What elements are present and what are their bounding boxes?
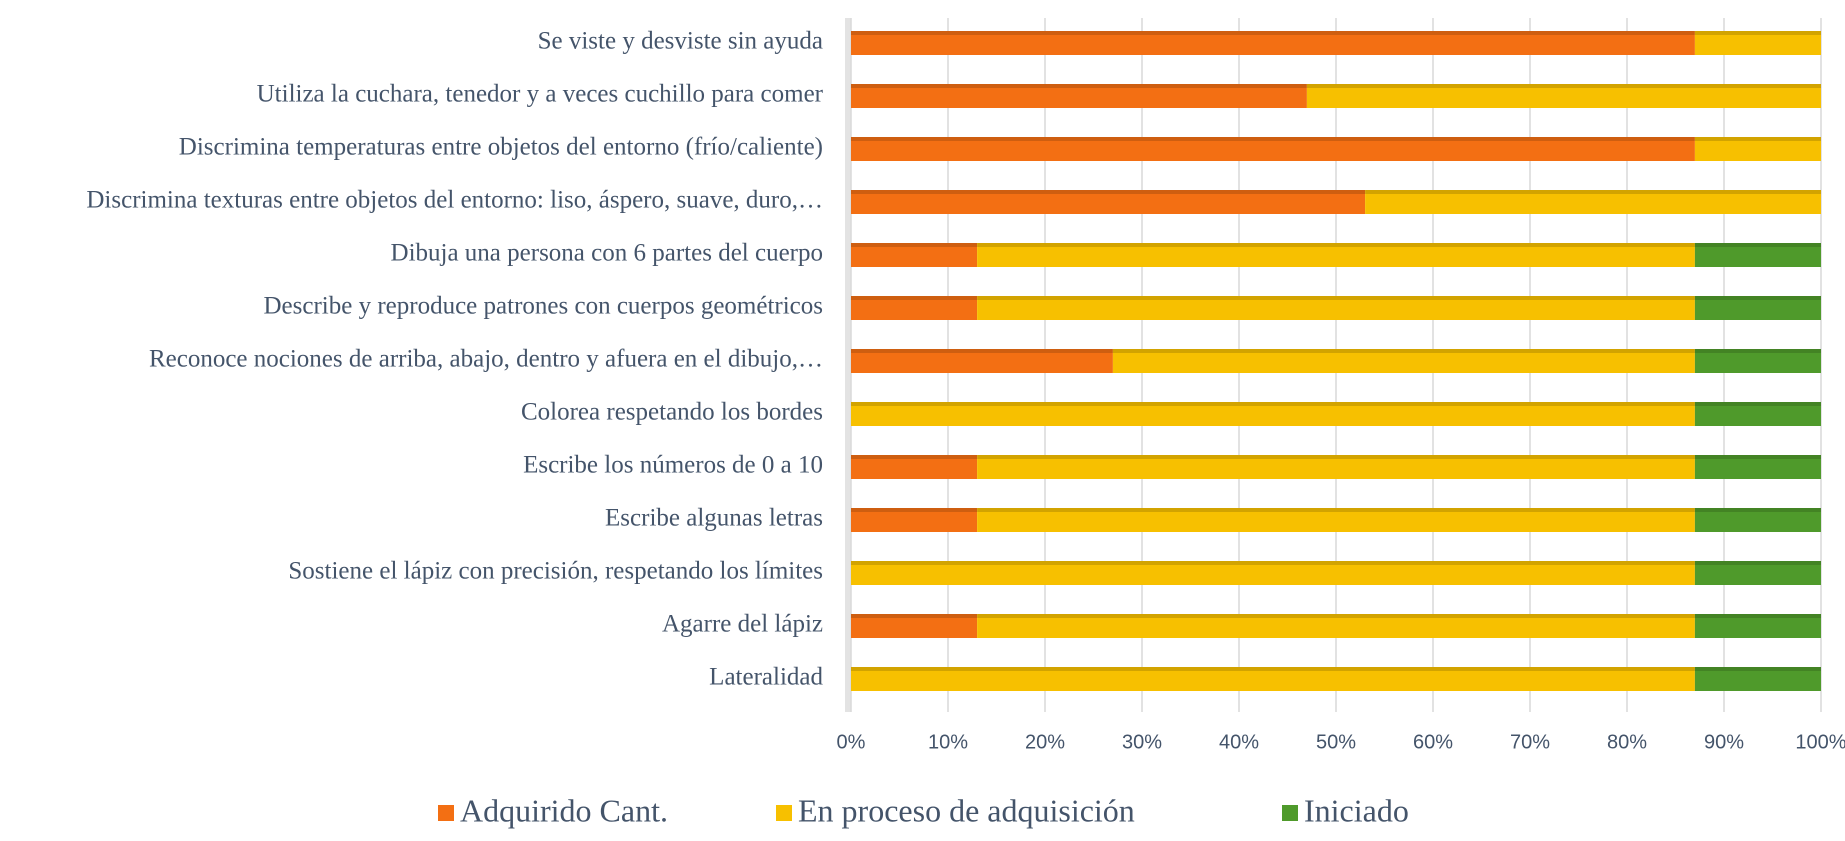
bar-top xyxy=(851,243,978,247)
bar xyxy=(1694,561,1821,585)
y-tick-label: Colorea respetando los bordes xyxy=(521,399,823,426)
x-tick-label: 10% xyxy=(928,731,968,753)
bar xyxy=(1694,667,1821,691)
y-tick-label: Reconoce nociones de arriba, abajo, dent… xyxy=(149,346,823,373)
bar xyxy=(851,243,978,267)
bar xyxy=(1694,243,1821,267)
bar xyxy=(1694,614,1821,638)
bar-top xyxy=(851,84,1307,88)
x-tick-label: 0% xyxy=(837,731,866,753)
bar xyxy=(1694,455,1821,479)
bar xyxy=(977,243,1695,267)
bar xyxy=(1694,349,1821,373)
bar-top xyxy=(1694,31,1821,35)
x-tick-label: 20% xyxy=(1025,731,1065,753)
legend-label: Iniciado xyxy=(1304,792,1409,828)
x-tick-label: 60% xyxy=(1413,731,1453,753)
y-tick-label: Describe y reproduce patrones con cuerpo… xyxy=(264,293,824,320)
legend-swatch xyxy=(776,805,792,821)
bar-top xyxy=(1694,243,1821,247)
bar-top xyxy=(977,455,1695,459)
bar-top xyxy=(1112,349,1695,353)
y-tick-label: Utiliza la cuchara, tenedor y a veces cu… xyxy=(257,81,824,108)
bar xyxy=(1365,190,1821,214)
x-tick-label: 30% xyxy=(1122,731,1162,753)
y-tick-label: Se viste y desviste sin ayuda xyxy=(538,28,823,55)
bar xyxy=(1694,296,1821,320)
bar xyxy=(977,455,1695,479)
bar-top xyxy=(851,667,1695,671)
x-tick-label: 100% xyxy=(1795,731,1845,753)
bar xyxy=(1694,137,1821,161)
y-tick-label: Escribe algunas letras xyxy=(605,505,823,532)
bar-top xyxy=(977,296,1695,300)
bar-top xyxy=(977,508,1695,512)
bar-top xyxy=(851,455,978,459)
bar xyxy=(1694,402,1821,426)
axis-wall xyxy=(845,18,851,712)
bar xyxy=(1112,349,1695,373)
bar xyxy=(851,349,1113,373)
bar-top xyxy=(1694,296,1821,300)
bar xyxy=(977,508,1695,532)
x-tick-label: 50% xyxy=(1316,731,1356,753)
y-tick-label: Escribe los números de 0 a 10 xyxy=(523,452,823,479)
legend-swatch xyxy=(1282,805,1298,821)
bar-top xyxy=(1694,508,1821,512)
bar-top xyxy=(1694,402,1821,406)
bar xyxy=(851,190,1366,214)
bar-top xyxy=(851,508,978,512)
bar-top xyxy=(1694,349,1821,353)
bar xyxy=(1694,508,1821,532)
x-tick-label: 80% xyxy=(1607,731,1647,753)
y-tick-label: Lateralidad xyxy=(709,664,823,691)
bar xyxy=(851,508,978,532)
bar-top xyxy=(851,31,1695,35)
y-tick-label: Discrimina temperaturas entre objetos de… xyxy=(179,134,823,161)
bar xyxy=(977,614,1695,638)
bar-top xyxy=(851,349,1113,353)
bar-top xyxy=(851,561,1695,565)
bar-top xyxy=(977,243,1695,247)
bar-top xyxy=(851,190,1366,194)
bar-top xyxy=(851,137,1695,141)
legend-label: Adquirido Cant. xyxy=(460,792,668,828)
bar xyxy=(977,296,1695,320)
bar-top xyxy=(851,402,1695,406)
bar-top xyxy=(1694,137,1821,141)
bar xyxy=(851,84,1307,108)
bar xyxy=(851,455,978,479)
bar xyxy=(851,561,1695,585)
bar-top xyxy=(851,614,978,618)
y-tick-label: Sostiene el lápiz con precisión, respeta… xyxy=(288,558,823,585)
bar xyxy=(851,667,1695,691)
bar-top xyxy=(977,614,1695,618)
legend-label: En proceso de adquisición xyxy=(798,792,1135,828)
x-tick-label: 90% xyxy=(1704,731,1744,753)
bar xyxy=(1694,31,1821,55)
x-tick-label: 40% xyxy=(1219,731,1259,753)
bar xyxy=(1306,84,1821,108)
bar xyxy=(851,402,1695,426)
bar xyxy=(851,31,1695,55)
bar-top xyxy=(1694,667,1821,671)
y-tick-label: Dibuja una persona con 6 partes del cuer… xyxy=(391,240,823,267)
bar xyxy=(851,614,978,638)
bar-top xyxy=(1365,190,1821,194)
bar-top xyxy=(1306,84,1821,88)
bar-top xyxy=(1694,561,1821,565)
bar xyxy=(851,296,978,320)
y-tick-label: Agarre del lápiz xyxy=(662,611,823,638)
bar-top xyxy=(1694,614,1821,618)
bar xyxy=(851,137,1695,161)
bar-top xyxy=(851,296,978,300)
legend-swatch xyxy=(438,805,454,821)
y-tick-label: Discrimina texturas entre objetos del en… xyxy=(86,187,823,214)
bar-top xyxy=(1694,455,1821,459)
x-tick-label: 70% xyxy=(1510,731,1550,753)
